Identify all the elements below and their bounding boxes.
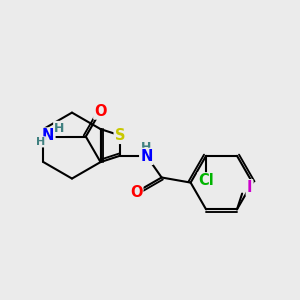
Text: H: H: [141, 141, 152, 154]
Text: O: O: [94, 103, 107, 118]
Text: O: O: [130, 185, 142, 200]
Text: H: H: [54, 122, 64, 135]
Text: Cl: Cl: [198, 173, 214, 188]
Text: H: H: [36, 137, 45, 147]
Text: S: S: [115, 128, 125, 143]
Text: N: N: [140, 149, 153, 164]
Text: N: N: [42, 128, 54, 143]
Text: I: I: [247, 180, 252, 195]
